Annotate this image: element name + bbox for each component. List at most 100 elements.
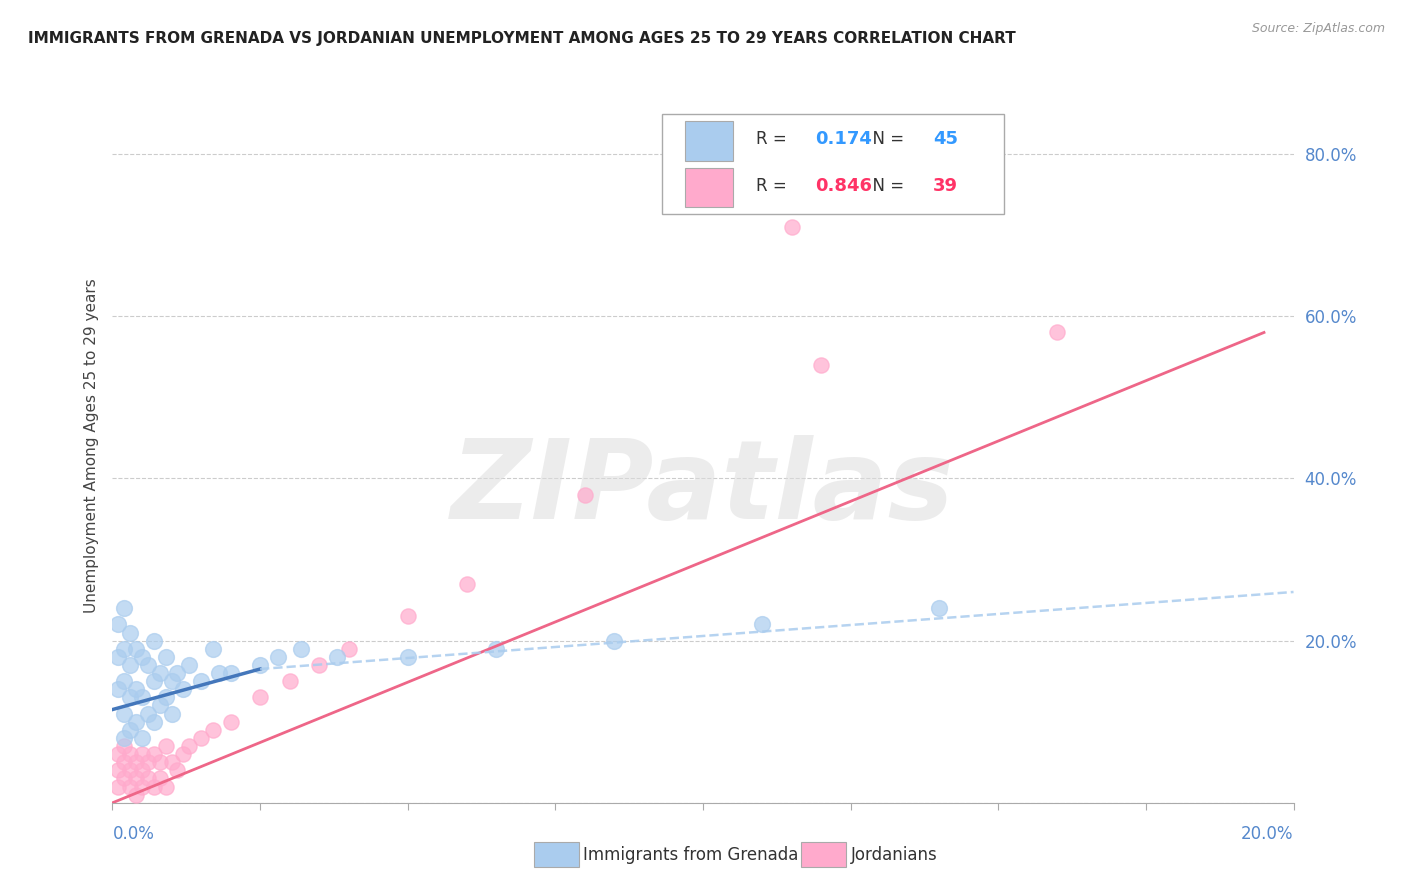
Point [125,682,148,697]
Point [107,617,129,632]
Point [142,747,165,761]
Text: Immigrants from Grenada: Immigrants from Grenada [583,846,799,863]
Point [131,649,153,664]
Point [136,657,159,672]
Point [456,577,478,591]
Point [120,747,142,761]
Point [326,649,349,664]
Point [1046,326,1069,340]
Point [267,649,290,664]
Point [136,772,159,786]
Point [780,220,803,235]
Point [249,690,271,705]
Point [810,358,832,372]
Point [112,772,135,786]
Point [107,649,129,664]
Point [166,666,188,681]
Point [249,657,271,672]
Point [107,682,129,697]
Text: Source: ZipAtlas.com: Source: ZipAtlas.com [1251,22,1385,36]
Point [142,633,165,648]
Point [396,609,419,624]
Text: 0.846: 0.846 [815,177,872,194]
Text: R =: R = [756,130,792,148]
Point [120,764,142,778]
Point [190,674,212,689]
Text: 0.174: 0.174 [815,130,872,148]
Point [219,666,242,681]
Text: 0.0%: 0.0% [112,825,155,843]
Point [751,617,773,632]
Point [107,764,129,778]
Point [574,488,596,502]
Point [603,633,626,648]
Point [337,641,360,656]
Point [149,698,172,713]
Point [149,756,172,770]
Point [396,649,419,664]
Point [142,780,165,794]
Point [179,739,201,753]
Point [131,780,153,794]
Point [160,756,183,770]
Point [112,674,135,689]
Point [112,601,135,615]
Point [125,641,148,656]
Point [131,747,153,761]
Point [112,706,135,721]
Point [149,772,172,786]
Point [160,674,183,689]
Point [131,731,153,745]
Point [155,690,177,705]
Point [125,772,148,786]
Point [149,666,172,681]
Point [120,657,142,672]
Point [928,601,950,615]
Point [219,714,242,729]
Point [120,625,142,640]
Point [278,674,301,689]
Y-axis label: Unemployment Among Ages 25 to 29 years: Unemployment Among Ages 25 to 29 years [83,278,98,614]
Point [190,731,212,745]
Point [201,723,224,737]
Point [107,780,129,794]
Text: N =: N = [862,177,910,194]
Point [136,706,159,721]
Point [112,731,135,745]
Text: 39: 39 [934,177,959,194]
Point [172,747,194,761]
Point [131,690,153,705]
Point [160,706,183,721]
Point [172,682,194,697]
Point [136,756,159,770]
Point [208,666,231,681]
Point [155,739,177,753]
Text: 20.0%: 20.0% [1241,825,1294,843]
Point [112,641,135,656]
Point [166,764,188,778]
Text: R =: R = [756,177,792,194]
Point [308,657,330,672]
Point [120,780,142,794]
Point [107,747,129,761]
Point [179,657,201,672]
Point [120,723,142,737]
Point [125,714,148,729]
Point [131,764,153,778]
Point [112,756,135,770]
Point [155,780,177,794]
FancyBboxPatch shape [662,114,1004,214]
Point [125,756,148,770]
FancyBboxPatch shape [685,168,733,207]
Point [201,641,224,656]
Text: IMMIGRANTS FROM GRENADA VS JORDANIAN UNEMPLOYMENT AMONG AGES 25 TO 29 YEARS CORR: IMMIGRANTS FROM GRENADA VS JORDANIAN UNE… [28,31,1017,46]
Point [485,641,508,656]
Point [155,649,177,664]
Point [290,641,312,656]
Text: Jordanians: Jordanians [851,846,938,863]
Point [112,739,135,753]
Point [120,690,142,705]
Text: N =: N = [862,130,910,148]
Text: 45: 45 [934,130,959,148]
Text: ZIPatlas: ZIPatlas [451,435,955,542]
